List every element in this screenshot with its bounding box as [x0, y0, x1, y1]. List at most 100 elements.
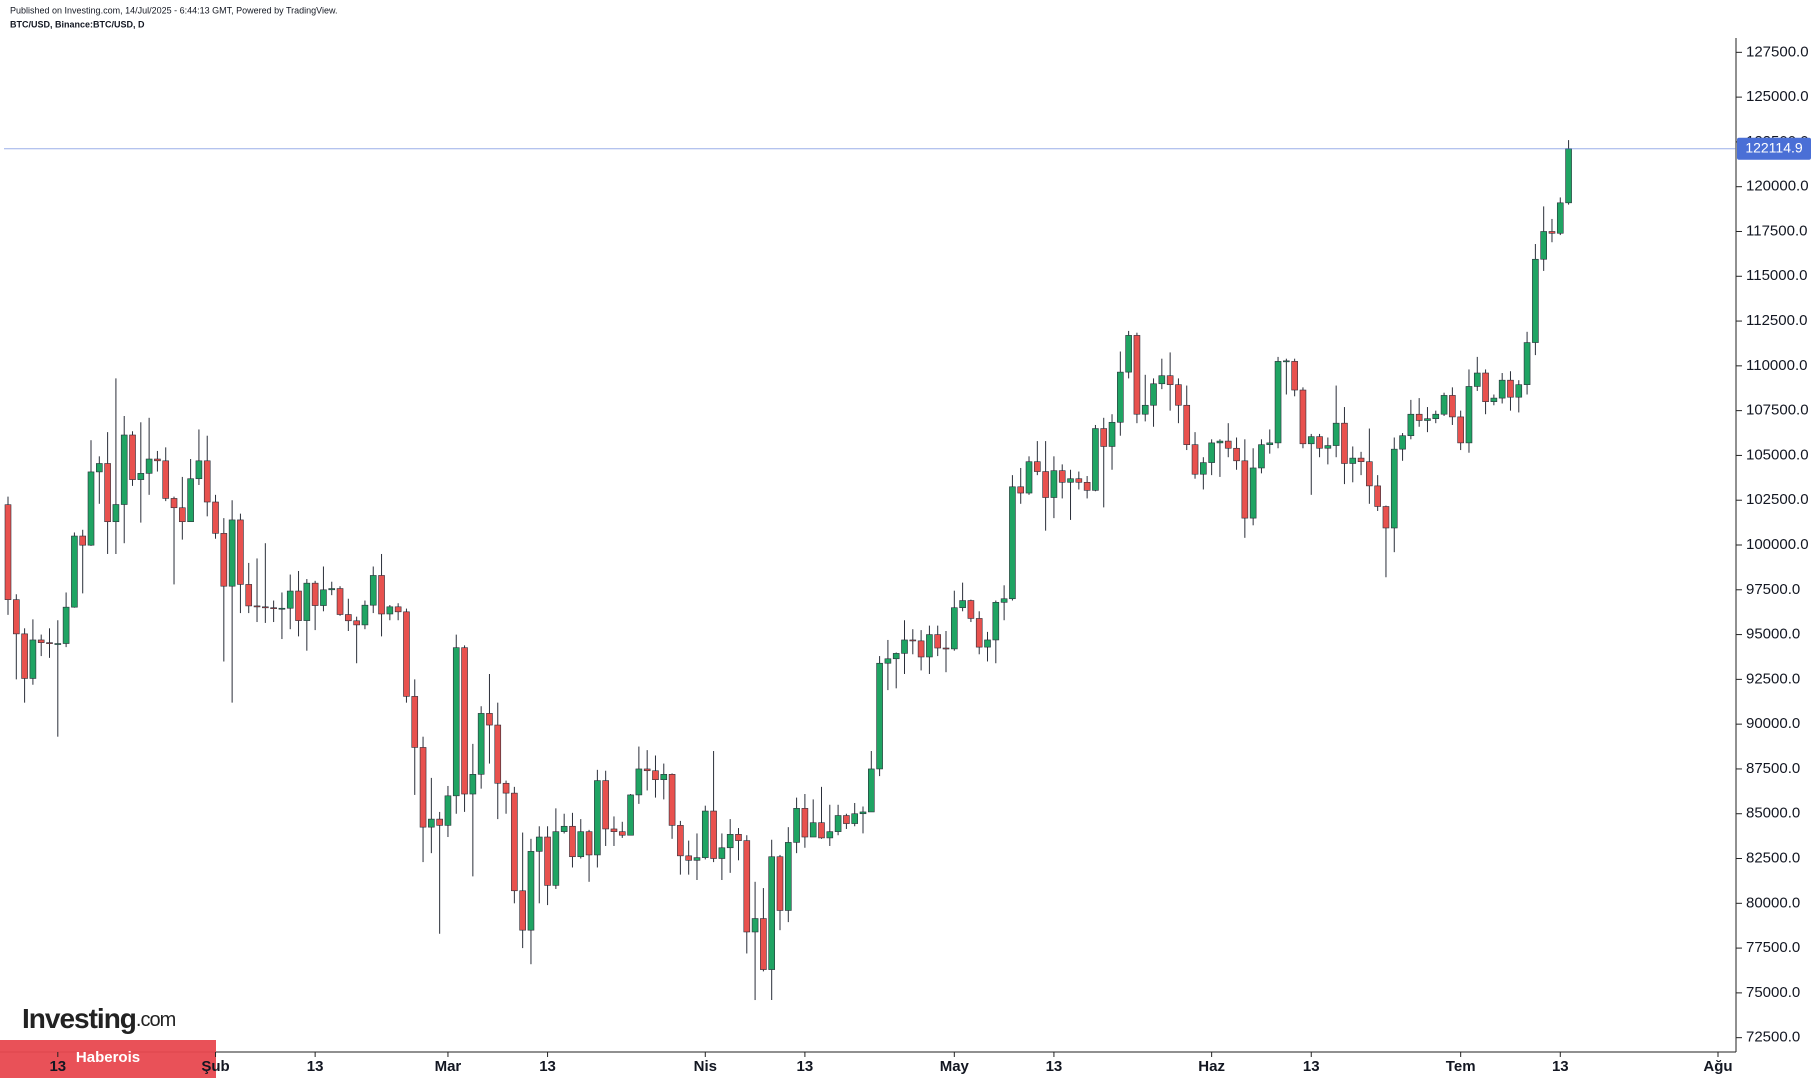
candle-body — [677, 825, 684, 857]
x-tick-label: 13 — [797, 1058, 814, 1075]
candle-body — [187, 478, 194, 523]
candle-body — [502, 782, 510, 794]
candle-body — [701, 810, 709, 858]
candle-body — [270, 607, 277, 610]
y-tick-label: 120000.0 — [1746, 178, 1809, 195]
candle-body — [992, 602, 1000, 641]
candle-body — [685, 855, 692, 861]
candle-body — [104, 463, 111, 523]
y-tick-label: 80000.0 — [1746, 894, 1800, 911]
candle-body — [585, 831, 593, 856]
candle-body — [1523, 342, 1531, 385]
y-tick-label: 115000.0 — [1746, 267, 1807, 284]
candle-body — [1200, 462, 1207, 475]
candle-body — [602, 780, 609, 830]
candle-body — [419, 747, 427, 828]
candle-body — [1233, 447, 1240, 462]
candle-body — [1150, 383, 1157, 406]
candle-body — [1224, 440, 1232, 449]
candle-body — [1565, 148, 1572, 204]
candle-body — [87, 471, 95, 546]
candle-body — [336, 588, 344, 615]
candle-body — [145, 458, 153, 474]
candle-body — [1390, 448, 1398, 529]
candle-body — [428, 818, 435, 828]
candle-body — [1366, 461, 1373, 487]
candle-body — [1183, 404, 1191, 445]
candle-body — [452, 647, 460, 797]
y-tick-label: 127500.0 — [1746, 43, 1809, 60]
candle-body — [195, 460, 203, 480]
candle-body — [469, 774, 477, 795]
candle-body — [461, 647, 468, 795]
candle-body — [668, 774, 676, 826]
candle-body — [735, 834, 742, 841]
candle-body — [627, 794, 634, 836]
candle-body — [951, 607, 958, 650]
candle-body — [1050, 470, 1058, 498]
candle-body — [46, 642, 53, 644]
candle-body — [1258, 444, 1265, 469]
candle-body — [1465, 386, 1473, 444]
candle-body — [1341, 422, 1348, 464]
candle-body — [801, 808, 809, 838]
candle-body — [818, 822, 825, 839]
y-tick-label: 87500.0 — [1746, 760, 1800, 777]
candle-body — [137, 473, 145, 480]
candle-body — [1042, 471, 1049, 498]
y-tick-label: 72500.0 — [1746, 1029, 1800, 1046]
y-tick-label: 85000.0 — [1746, 805, 1800, 822]
candle-body — [1291, 361, 1298, 391]
candle-body — [1407, 413, 1415, 437]
candle-body — [1299, 389, 1307, 445]
candle-body — [378, 575, 385, 615]
candle-body — [710, 810, 717, 859]
candle-body — [1548, 231, 1556, 234]
candle-body — [1415, 413, 1423, 421]
candle-body — [959, 600, 966, 609]
y-tick-label: 105000.0 — [1746, 446, 1809, 463]
candle-body — [975, 618, 983, 648]
candle-body — [693, 857, 701, 861]
candle-body — [826, 831, 834, 839]
candle-body — [245, 584, 253, 607]
candle-body — [618, 831, 626, 836]
x-tick-label: Nis — [694, 1058, 717, 1075]
y-tick-label: 92500.0 — [1746, 670, 1800, 687]
x-tick-label: Haz — [1198, 1058, 1225, 1075]
candle-body — [62, 606, 70, 644]
candle-body — [1432, 413, 1440, 419]
candle-body — [353, 620, 360, 626]
candle-body — [1532, 258, 1539, 343]
candle-body — [851, 813, 858, 824]
candle-body — [96, 463, 103, 473]
candle-body — [1166, 375, 1174, 385]
candle-body — [760, 918, 767, 970]
y-tick-label: 97500.0 — [1746, 581, 1800, 598]
candle-body — [660, 774, 668, 780]
candle-body — [394, 606, 402, 613]
candle-body — [1216, 440, 1224, 444]
candle-body — [179, 507, 186, 523]
candle-body — [577, 831, 585, 858]
candle-body — [1382, 506, 1390, 529]
candle-body — [494, 724, 502, 784]
x-tick-label: 13 — [1046, 1058, 1063, 1075]
candle-body — [237, 519, 244, 585]
candle-body — [1374, 485, 1381, 507]
candle-body — [967, 600, 975, 619]
candle-body — [1067, 478, 1074, 483]
candle-body — [934, 634, 942, 649]
candle-body — [569, 825, 576, 858]
candle-body — [311, 582, 319, 606]
last-price-box — [1737, 137, 1811, 160]
candle-body — [303, 582, 311, 621]
candle-body — [228, 519, 236, 587]
candle-body — [751, 918, 759, 933]
candle-body — [29, 639, 37, 679]
candle-body — [154, 458, 161, 462]
candle-body — [1316, 436, 1323, 449]
logo: Investing.com — [22, 1003, 176, 1034]
